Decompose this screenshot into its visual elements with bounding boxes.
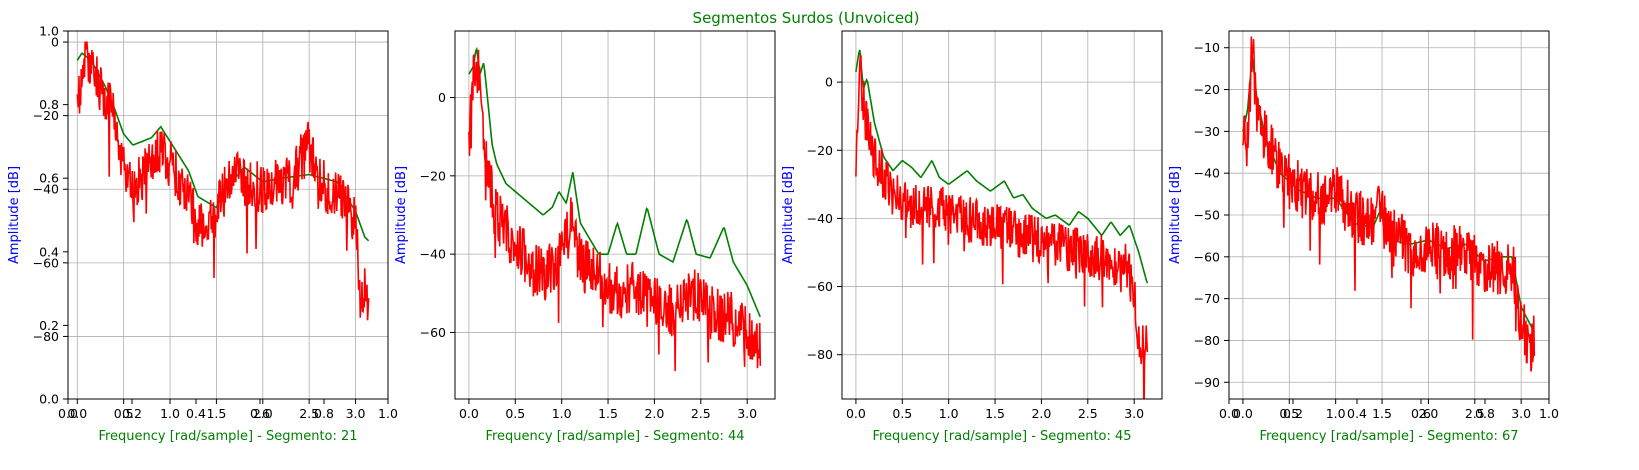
x-tick-label: 3.0 <box>346 406 366 421</box>
overlay-y-tick-label: 0.4 <box>39 244 59 259</box>
axes-frame <box>454 30 776 400</box>
axes-frame <box>67 30 389 400</box>
y-tick-label: −40 <box>420 247 446 262</box>
x-tick-label: 1.5 <box>985 406 1005 421</box>
spectrum-series-line <box>1242 36 1536 372</box>
y-tick-label: −20 <box>807 143 833 158</box>
envelope-series-line <box>855 49 1149 284</box>
y-tick-label: 0 <box>825 75 833 90</box>
x-tick-label: 3.0 <box>737 406 757 421</box>
y-tick-label: −50 <box>1194 208 1220 223</box>
subplot-1: 0.0 0.5 1.0 1.5 2.0 2.5 3.0 0 −20 −40 −60 −80 0.0 0.2… <box>7 24 398 445</box>
overlay-x-tick-label: 0.0 <box>1219 406 1239 421</box>
overlay-x-tick-label: 1.0 <box>1539 406 1559 421</box>
spectrum-series-line <box>468 49 762 372</box>
overlay-x-tick-label: 0.2 <box>1283 406 1303 421</box>
x-tick-label: 1.5 <box>598 406 618 421</box>
x-tick-label: 0.0 <box>1233 406 1253 421</box>
y-axis-label: Amplitude [dB] <box>7 166 22 264</box>
y-axis-label: Amplitude [dB] <box>781 166 796 264</box>
y-tick-label: −70 <box>1194 291 1220 306</box>
y-tick-label: −60 <box>1194 249 1220 264</box>
x-tick-label: 2.0 <box>1031 406 1051 421</box>
y-tick-label: −60 <box>420 325 446 340</box>
axes-frame <box>1228 30 1550 400</box>
x-tick-label: 2.5 <box>299 406 319 421</box>
envelope-series-line <box>1242 56 1535 333</box>
y-tick-label: −60 <box>33 255 59 270</box>
x-tick-label: 2.0 <box>253 406 273 421</box>
x-tick-label: 0.5 <box>114 406 134 421</box>
axes-frame <box>841 30 1163 400</box>
x-tick-label: 3.0 <box>1124 406 1144 421</box>
y-tick-label: −40 <box>807 211 833 226</box>
x-axis-label: Frequency [rad/sample] - Segmento: 44 <box>485 429 744 444</box>
x-tick-label: 2.5 <box>691 406 711 421</box>
envelope-series-line <box>468 46 762 318</box>
overlay-x-tick-label: 0.0 <box>58 406 78 421</box>
overlay-x-tick-label: 1.0 <box>378 406 398 421</box>
y-tick-label: −40 <box>33 182 59 197</box>
x-tick-label: 1.0 <box>552 406 572 421</box>
x-tick-label: 2.0 <box>644 406 664 421</box>
y-axis-label: Amplitude [dB] <box>1168 166 1183 264</box>
x-tick-label: 0.0 <box>67 406 87 421</box>
overlay-y-tick-label: 0.6 <box>39 171 59 186</box>
figure-title: Segmentos Surdos (Unvoiced) <box>693 9 920 27</box>
x-tick-label: 0.5 <box>1279 406 1299 421</box>
x-tick-label: 0.5 <box>892 406 912 421</box>
spectrum-series-line <box>855 54 1149 399</box>
y-tick-label: −20 <box>1194 82 1220 97</box>
subplot-panels: 0.0 0.5 1.0 1.5 2.0 2.5 3.0 0 −20 −40 −60 −80 0.0 0.2… <box>7 24 1559 445</box>
y-tick-label: −80 <box>33 329 59 344</box>
y-tick-label: −80 <box>1194 333 1220 348</box>
overlay-x-tick-label: 0.6 <box>250 406 270 421</box>
x-tick-label: 0.5 <box>505 406 525 421</box>
x-tick-label: 1.0 <box>939 406 959 421</box>
y-tick-label: −40 <box>1194 166 1220 181</box>
x-tick-label: 2.0 <box>1418 406 1438 421</box>
x-tick-label: 0.0 <box>459 406 479 421</box>
y-tick-label: −80 <box>807 347 833 362</box>
overlay-y-tick-label: 1.0 <box>39 24 59 39</box>
x-tick-label: 1.0 <box>160 406 180 421</box>
overlay-x-tick-label: 0.4 <box>1347 406 1367 421</box>
overlay-x-tick-label: 0.4 <box>186 406 206 421</box>
x-tick-label: 2.5 <box>1078 406 1098 421</box>
y-tick-label: 0 <box>438 90 446 105</box>
y-tick-label: −10 <box>1194 40 1220 55</box>
overlay-x-tick-label: 0.8 <box>1475 406 1495 421</box>
spectrum-series-line <box>76 41 370 321</box>
y-axis-label: Amplitude [dB] <box>394 166 409 264</box>
overlay-y-tick-label: 0.8 <box>39 97 59 112</box>
subplot-2: 0.0 0.5 1.0 1.5 2.0 2.5 3.0 0 −20 −40 −60 Amplitude… <box>394 30 776 444</box>
overlay-x-tick-label: 0.8 <box>314 406 334 421</box>
x-tick-label: 0.0 <box>846 406 866 421</box>
x-tick-label: 2.5 <box>1465 406 1485 421</box>
x-tick-label: 1.5 <box>1372 406 1392 421</box>
x-tick-label: 3.0 <box>1511 406 1531 421</box>
x-axis-label: Frequency [rad/sample] - Segmento: 21 <box>98 429 357 444</box>
x-tick-label: 1.0 <box>1326 406 1346 421</box>
y-tick-label: 0 <box>51 35 59 50</box>
overlay-x-tick-label: 0.6 <box>1411 406 1431 421</box>
subplot-3: 0.0 0.5 1.0 1.5 2.0 2.5 3.0 0 −20 −40 −60 −80 Amplit… <box>781 30 1163 444</box>
y-tick-label: −20 <box>420 168 446 183</box>
y-tick-label: −60 <box>807 279 833 294</box>
x-tick-label: 1.5 <box>206 406 226 421</box>
overlay-y-tick-label: 0.2 <box>39 318 59 333</box>
y-tick-label: −90 <box>1194 375 1220 390</box>
y-tick-label: −20 <box>33 108 59 123</box>
x-axis-label: Frequency [rad/sample] - Segmento: 67 <box>1259 429 1518 444</box>
y-tick-label: −30 <box>1194 124 1220 139</box>
overlay-x-tick-label: 0.2 <box>122 406 142 421</box>
x-axis-label: Frequency [rad/sample] - Segmento: 45 <box>872 429 1131 444</box>
subplot-4: 0.0 0.5 1.0 1.5 2.0 2.5 3.0 −10 −20 −30 −40 −50 −60 −… <box>1168 30 1559 444</box>
overlay-y-tick-label: 0.0 <box>39 392 59 407</box>
